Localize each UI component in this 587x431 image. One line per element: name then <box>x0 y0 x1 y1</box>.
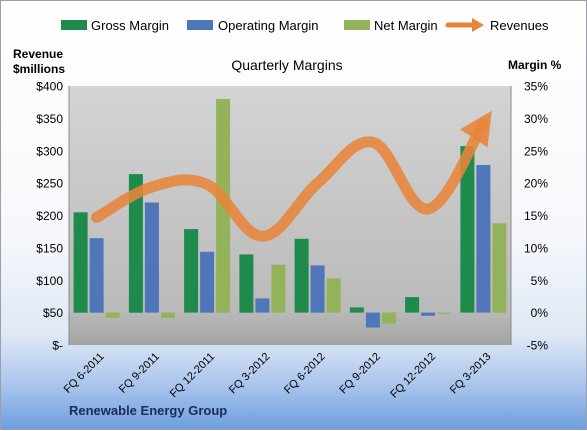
revenue-line <box>91 110 492 242</box>
left-axis-title-line1: Revenue <box>13 47 63 61</box>
right-tick-label: 15% <box>524 209 548 223</box>
right-tick-label: 0% <box>531 306 549 320</box>
bar-gross-margin-2 <box>184 229 199 313</box>
legend-label-revenues: Revenues <box>490 18 549 33</box>
left-tick-label: $150 <box>36 241 63 255</box>
bar-net-margin-6 <box>437 312 452 314</box>
bar-layer <box>73 99 507 328</box>
bar-net-margin-3 <box>271 264 286 313</box>
bar-operating-margin-4 <box>310 265 325 313</box>
bar-net-margin-4 <box>326 278 341 313</box>
x-tick-label: FQ 3-2013 <box>448 351 494 397</box>
left-tick-label: $250 <box>36 177 63 191</box>
x-tick-label: FQ 12-2012 <box>388 351 438 401</box>
right-tick-label: 10% <box>524 241 548 255</box>
bar-operating-margin-3 <box>255 298 270 313</box>
legend-swatch-net-margin <box>344 20 370 30</box>
x-axis-ticks: FQ 6-2011 FQ 9-2011 FQ 12-2011 FQ 3-2012 FQ … <box>62 351 494 401</box>
bar-net-margin-0 <box>105 312 120 318</box>
left-tick-label: $- <box>52 339 63 353</box>
left-axis-ticks: $- $50 $100 $150 $200 $250 $300 $350 $400 <box>36 80 63 353</box>
legend-swatch-operating-margin <box>187 20 213 30</box>
right-tick-label: 35% <box>524 80 548 94</box>
bar-gross-margin-1 <box>128 174 143 313</box>
bar-operating-margin-6 <box>421 312 436 316</box>
legend: Gross Margin Operating Margin Net Margin… <box>61 18 549 33</box>
right-tick-label: 25% <box>524 144 548 158</box>
bar-gross-margin-0 <box>73 212 88 313</box>
left-tick-label: $100 <box>36 274 63 288</box>
right-tick-label: 20% <box>524 177 548 191</box>
bar-operating-margin-1 <box>144 202 159 313</box>
left-tick-label: $400 <box>36 80 63 94</box>
plot-floor <box>69 312 511 345</box>
legend-label-gross-margin: Gross Margin <box>91 18 169 33</box>
x-tick-label: FQ 12-2011 <box>168 351 217 400</box>
left-tick-label: $300 <box>36 144 63 158</box>
bar-gross-margin-7 <box>460 146 475 313</box>
right-axis-title: Margin % <box>508 58 562 72</box>
bar-gross-margin-5 <box>349 307 364 313</box>
bar-net-margin-1 <box>160 312 175 318</box>
x-tick-label: FQ 6-2012 <box>282 351 328 397</box>
bar-gross-margin-4 <box>294 238 309 313</box>
x-tick-label: FQ 3-2012 <box>227 351 273 397</box>
x-tick-label: FQ 9-2011 <box>117 351 162 396</box>
x-tick-label: FQ 9-2012 <box>337 351 383 397</box>
left-tick-label: $350 <box>36 112 63 126</box>
bar-operating-margin-2 <box>200 251 215 313</box>
right-axis-ticks: -5% 0% 5% 10% 15% 20% 25% 30% 35% <box>524 80 548 353</box>
legend-swatch-gross-margin <box>61 20 87 30</box>
right-tick-label: 30% <box>524 112 548 126</box>
legend-label-operating-margin: Operating Margin <box>218 18 318 33</box>
bar-gross-margin-3 <box>239 254 254 313</box>
company-name: Renewable Energy Group <box>69 403 227 418</box>
revenue-line-layer <box>91 110 492 242</box>
left-tick-label: $50 <box>43 306 63 320</box>
chart-title: Quarterly Margins <box>231 57 342 73</box>
right-tick-label: -5% <box>527 339 549 353</box>
left-axis-title-line2: $millions <box>13 62 65 76</box>
bar-net-margin-5 <box>381 312 396 324</box>
x-tick-label: FQ 6-2011 <box>62 351 107 396</box>
bar-gross-margin-6 <box>405 297 420 313</box>
bar-net-margin-7 <box>492 223 507 313</box>
bar-operating-margin-7 <box>476 165 491 313</box>
right-tick-label: 5% <box>531 274 549 288</box>
legend-label-net-margin: Net Margin <box>374 18 438 33</box>
left-tick-label: $200 <box>36 209 63 223</box>
bar-operating-margin-5 <box>365 312 380 328</box>
bar-operating-margin-0 <box>89 238 104 313</box>
legend-arrow-revenues <box>472 18 484 32</box>
